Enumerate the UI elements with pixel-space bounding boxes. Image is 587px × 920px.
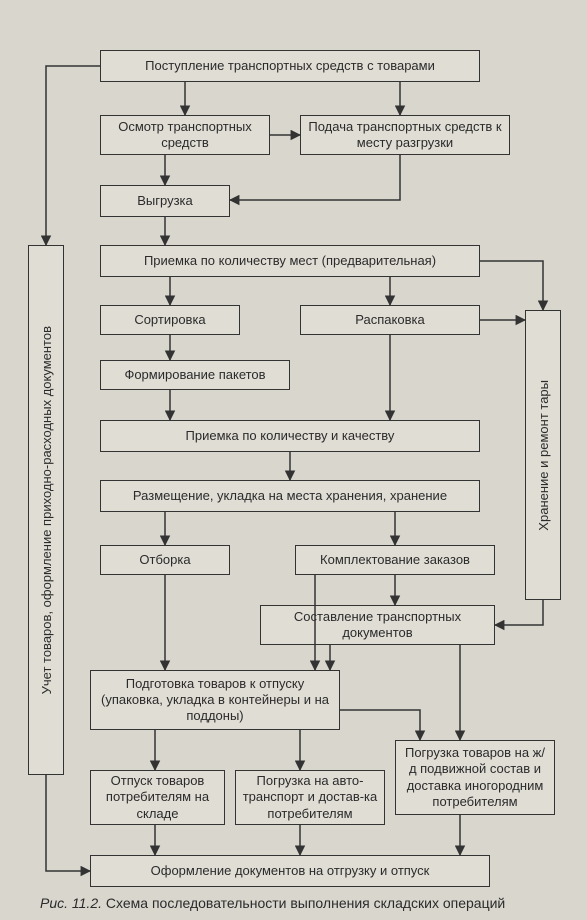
label: Размещение, укладка на места хранения, х… [133, 488, 447, 504]
node-load-rail: Погрузка товаров на ж/д подвижной состав… [395, 740, 555, 815]
label: Отпуск товаров потребителям на складе [97, 773, 218, 822]
node-shipping-paperwork: Оформление документов на отгрузку и отпу… [90, 855, 490, 887]
node-load-auto: Погрузка на авто-транспорт и достав-ка п… [235, 770, 385, 825]
label: Подготовка товаров к отпуску (упаковка, … [97, 676, 333, 725]
node-storage: Размещение, укладка на места хранения, х… [100, 480, 480, 512]
label: Поступление транспортных средств с товар… [145, 58, 435, 74]
label: Учет товаров, оформление приходно-расход… [39, 326, 54, 694]
figure-number: Рис. 11.2. [40, 895, 102, 911]
node-feed-to-unload: Подача транспортных средств к месту разг… [300, 115, 510, 155]
label: Распаковка [355, 312, 424, 328]
label: Хранение и ремонт тары [536, 380, 551, 531]
node-release-onsite: Отпуск товаров потребителям на складе [90, 770, 225, 825]
figure-caption: Рис. 11.2. Схема последовательности выпо… [40, 895, 505, 911]
label: Приемка по количеству и качеству [186, 428, 395, 444]
node-prelim-accept: Приемка по количеству мест (предваритель… [100, 245, 480, 277]
node-tare-storage: Хранение и ремонт тары [525, 310, 561, 600]
label: Погрузка на авто-транспорт и достав-ка п… [242, 773, 378, 822]
label: Подача транспортных средств к месту разг… [307, 119, 503, 152]
node-package-forming: Формирование пакетов [100, 360, 290, 390]
flowchart-canvas: Поступление транспортных средств с товар… [0, 0, 587, 920]
label: Комплектование заказов [320, 552, 470, 568]
node-inspection: Осмотр транспортных средств [100, 115, 270, 155]
label: Сортировка [134, 312, 205, 328]
node-quantity-quality: Приемка по количеству и качеству [100, 420, 480, 452]
node-unpacking: Распаковка [300, 305, 480, 335]
label: Осмотр транспортных средств [107, 119, 263, 152]
node-sorting: Сортировка [100, 305, 240, 335]
node-unload: Выгрузка [100, 185, 230, 217]
label: Отборка [139, 552, 190, 568]
node-prep-release: Подготовка товаров к отпуску (упаковка, … [90, 670, 340, 730]
node-shipping-docs: Составление транспортных документов [260, 605, 495, 645]
node-transport-arrival: Поступление транспортных средств с товар… [100, 50, 480, 82]
node-order-picking: Комплектование заказов [295, 545, 495, 575]
label: Приемка по количеству мест (предваритель… [144, 253, 436, 269]
label: Погрузка товаров на ж/д подвижной состав… [402, 745, 548, 810]
node-accounting: Учет товаров, оформление приходно-расход… [28, 245, 64, 775]
label: Оформление документов на отгрузку и отпу… [151, 863, 430, 879]
label: Составление транспортных документов [267, 609, 488, 642]
node-picking: Отборка [100, 545, 230, 575]
figure-title: Схема последовательности выполнения скла… [106, 895, 505, 911]
label: Формирование пакетов [124, 367, 265, 383]
label: Выгрузка [137, 193, 193, 209]
